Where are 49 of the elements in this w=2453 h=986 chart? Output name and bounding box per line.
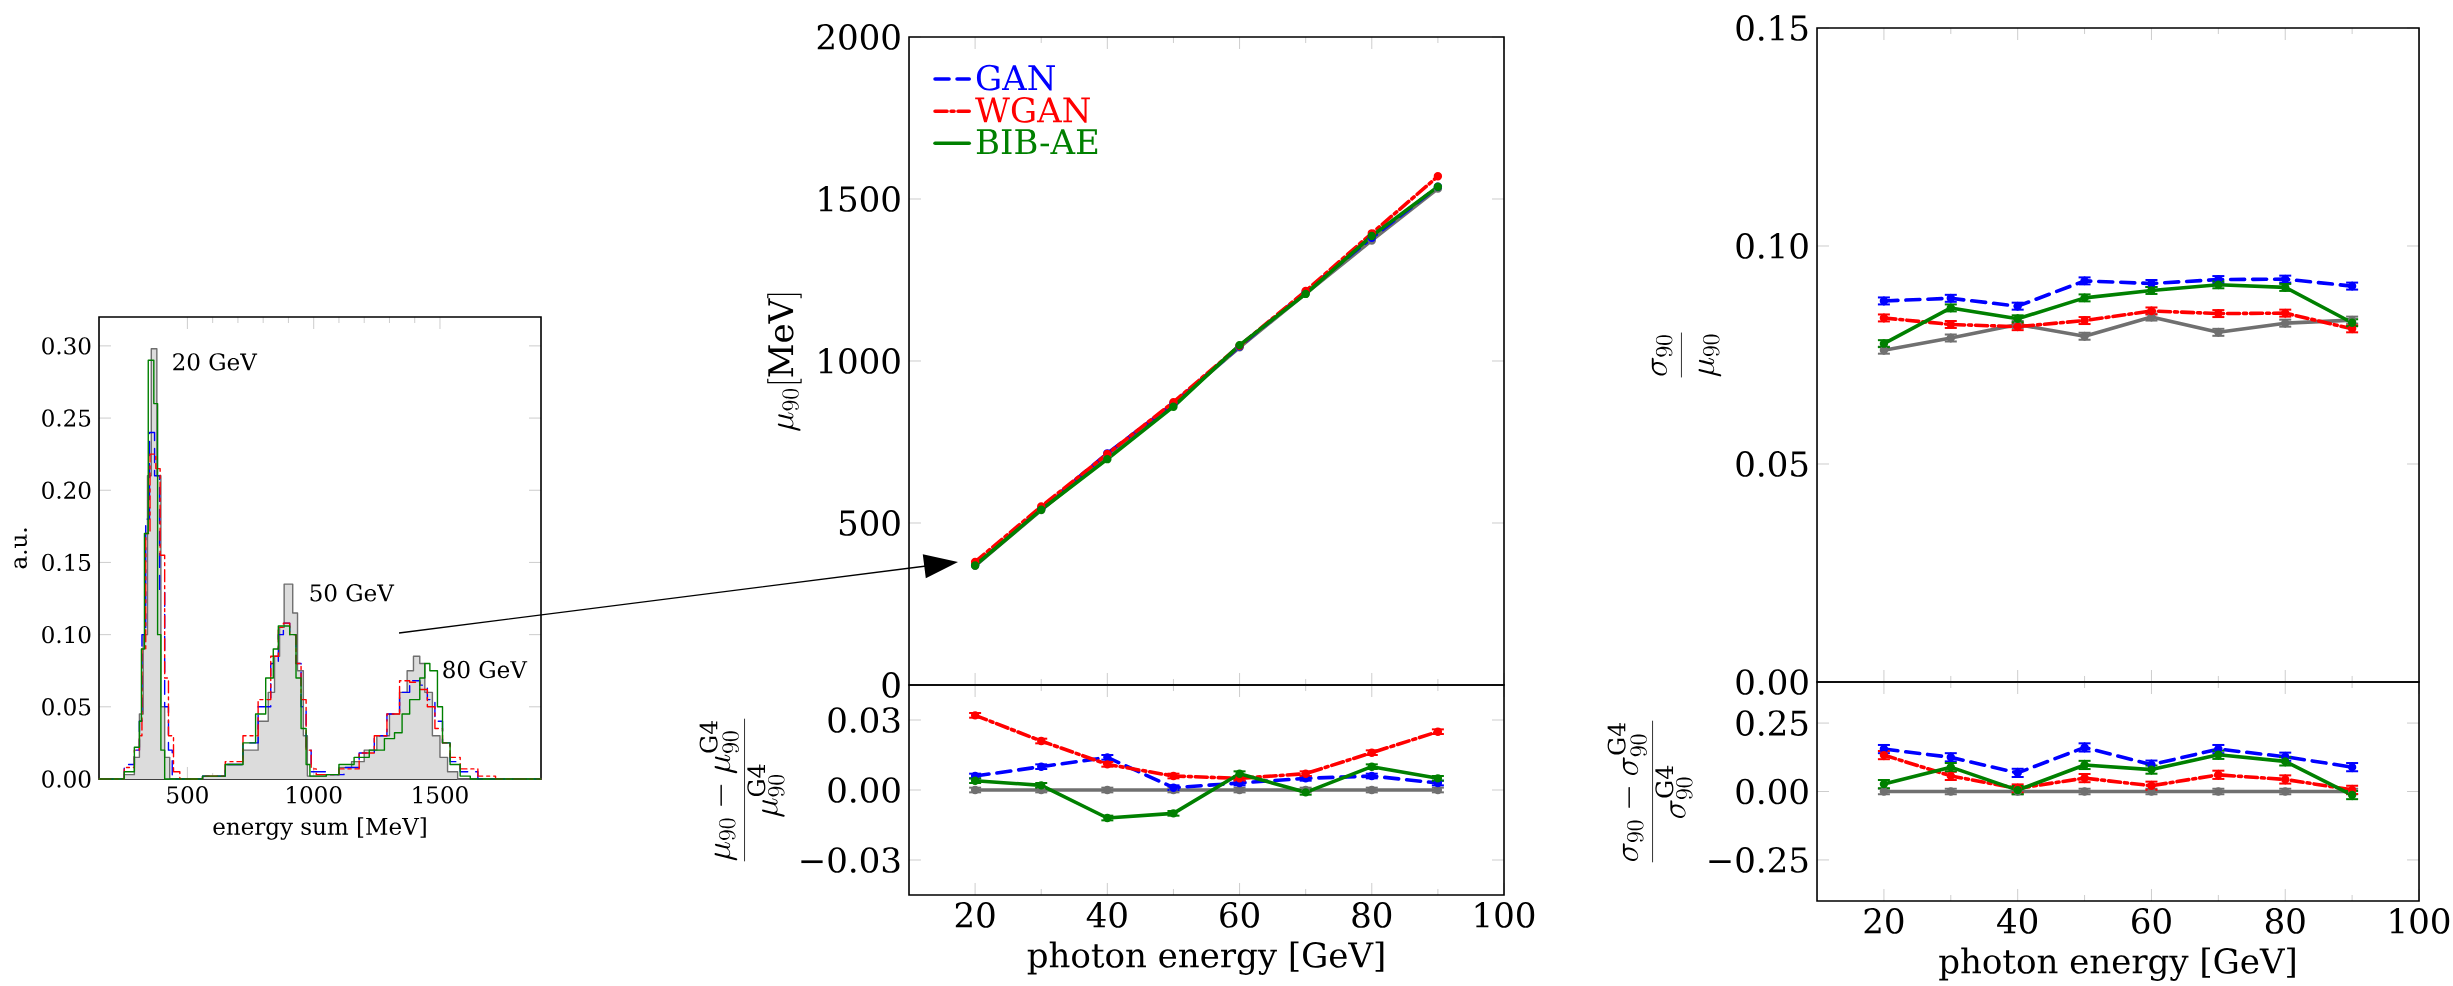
x-tick-label: 100: [2390, 908, 2450, 934]
y-tick-label: 0.25: [1736, 710, 1808, 736]
x-axis-title: energy sum [MeV]: [213, 817, 426, 840]
x-axis-title: photon energy [GeV]: [1027, 941, 1384, 975]
y-tick-label: 0.00: [42, 770, 91, 788]
y-tick-label: 0.05: [42, 698, 91, 716]
y-tick-label: 0.00: [1736, 669, 1808, 695]
y-axis-title: $\frac{\sigma_{90}}{\mu_{90}}$: [1651, 332, 1722, 378]
x-tick-label: 100: [1475, 902, 1535, 928]
legend-label: WGAN: [975, 97, 1090, 123]
x-tick-label: 1500: [413, 786, 468, 804]
y-tick-label: 0.15: [42, 553, 91, 572]
x-tick-label: 40: [1086, 902, 1127, 928]
x-tick-label: 60: [2132, 908, 2171, 934]
y-tick-label: 0: [882, 672, 900, 698]
annotation: 80 GeV: [443, 660, 528, 679]
x-tick-label: 500: [167, 786, 208, 804]
y-axis-title: $\frac{\sigma_{90}-\sigma_{90}^{\mathrm{G4}}}{\sigma_{90}^{\mathrm{G4}}}$: [1607, 720, 1693, 863]
x-tick-label: 40: [1997, 908, 2038, 934]
y-tick-label: 0.30: [42, 337, 91, 355]
y-axis-title: a.u.: [14, 528, 27, 569]
y-tick-label: 0.00: [1736, 778, 1808, 805]
x-axis-title: photon energy [GeV]: [1939, 947, 2295, 981]
x-tick-label: 60: [1220, 902, 1259, 928]
legend-label: GAN: [976, 64, 1055, 91]
y-tick-label: 0.25: [42, 409, 91, 427]
x-tick-label: 20: [1864, 908, 1904, 934]
x-tick-label: 1000: [287, 786, 342, 804]
annotation: 20 GeV: [173, 353, 258, 371]
annotation: 50 GeV: [310, 584, 395, 602]
y-axis-title: $\frac{\mu_{90}-\mu_{90}^{\mathrm{G4}}}{\mu_{90}^{\mathrm{G4}}}$: [699, 718, 785, 862]
y-tick-label: 1500: [819, 186, 900, 212]
y-tick-label: −0.25: [1709, 847, 1808, 873]
x-tick-label: 80: [1352, 902, 1392, 928]
y-tick-label: 0.05: [1736, 451, 1808, 477]
y-tick-label: 2000: [817, 24, 900, 50]
y-tick-label: 0.20: [42, 481, 91, 499]
y-tick-label: 0.10: [42, 625, 91, 644]
x-tick-label: 80: [2265, 908, 2305, 934]
y-tick-label: −0.03: [801, 847, 900, 873]
y-tick-label: 500: [839, 510, 900, 536]
y-tick-label: 0.03: [828, 707, 900, 733]
y-tick-label: 0.10: [1736, 233, 1808, 259]
x-tick-label: 20: [955, 902, 995, 928]
y-axis-title: $\mu_{90}[\mathrm{MeV}]$: [767, 293, 802, 431]
legend-label: BIB-AE: [976, 129, 1098, 155]
y-tick-label: 0.00: [828, 777, 900, 803]
y-tick-label: 0.15: [1736, 15, 1808, 41]
y-tick-label: 1000: [819, 348, 900, 374]
